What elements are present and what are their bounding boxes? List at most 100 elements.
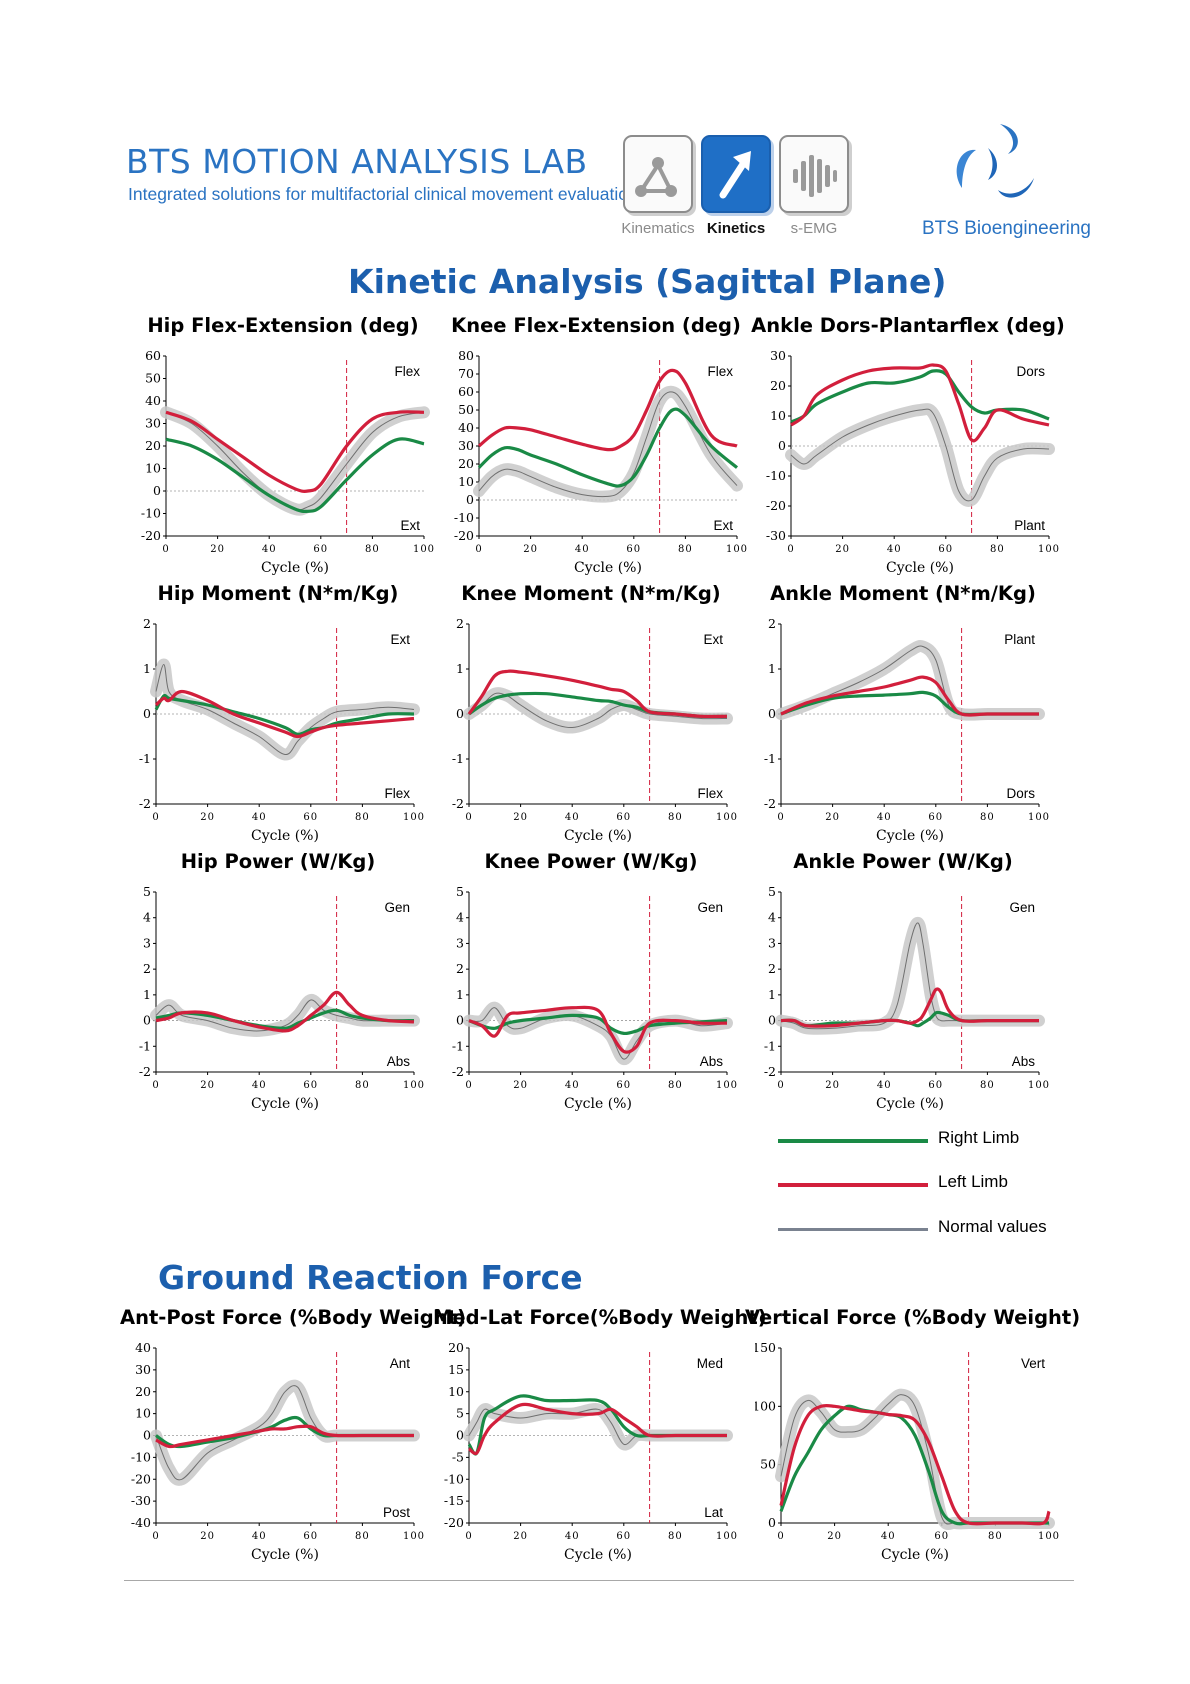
knee-flex-ytick-label: 70 <box>458 366 474 381</box>
hip-moment-left-limb-line <box>154 689 415 739</box>
ankle-flex-chart: -30 -20 -10 0 10 20 30 0 20 40 60 80 100 Cycle (%) Dor… <box>766 348 1059 576</box>
knee-power-xtick-label: 40 <box>565 1080 580 1091</box>
knee-power-xtick-label: 20 <box>513 1080 528 1091</box>
knee-flex-ytick-label: 80 <box>458 348 474 363</box>
ankle-flex-ytick-label: 10 <box>770 408 786 423</box>
knee-flex-ytick-label: -10 <box>454 510 474 525</box>
knee-flex-chart: -20 -10 0 10 20 30 40 50 60 70 80 0 20 40 60 80 100 Cycle… <box>454 348 747 576</box>
knee-moment-xlabel: Cycle (%) <box>564 828 632 844</box>
grf-ml-ytick-label: 0 <box>456 1428 464 1443</box>
grf-ml-chart: -20 -15 -10 -5 0 5 10 15 20 0 20 40 60 80 100 Cycle (%)… <box>444 1340 737 1563</box>
kinetics-arrow-icon <box>719 151 751 199</box>
knee-moment-top-label: Ext <box>703 632 723 647</box>
ankle-flex-ytick-label: 30 <box>770 348 786 363</box>
hip-flex-ytick-label: -20 <box>141 528 161 543</box>
knee-power-left-limb-line <box>468 1005 728 1054</box>
hip-flex-ytick-label: 10 <box>145 461 161 476</box>
ankle-moment-ytick-label: 0 <box>768 706 776 721</box>
hip-power-xtick-label: 20 <box>200 1080 215 1091</box>
ankle-power-ytick-label: 3 <box>768 935 776 950</box>
grf-ap-ytick-label: -30 <box>131 1493 151 1508</box>
grf-ap-xtick-label: 0 <box>152 1531 159 1542</box>
grf-vert-ytick-label: 150 <box>755 1340 776 1355</box>
grf-ml-ytick-label: -10 <box>444 1471 464 1486</box>
grf-ap-ytick-label: 30 <box>135 1362 151 1377</box>
knee-moment-ytick-label: 2 <box>456 616 464 631</box>
emg-tile <box>779 135 849 213</box>
hip-flex-xtick-label: 80 <box>365 544 380 555</box>
grf-ap-title: Ant-Post Force (%Body Weight) <box>120 1306 466 1329</box>
knee-flex-ytick-label: 40 <box>458 420 474 435</box>
knee-power-ytick-label: 2 <box>456 961 464 976</box>
grf-ml-title: Med-Lat Force(%Body Weight) <box>433 1306 767 1329</box>
ankle-flex-ytick-label: -10 <box>766 468 786 483</box>
hip-power-top-label: Gen <box>384 900 410 915</box>
ankle-moment-xtick-label: 80 <box>980 812 995 823</box>
ankle-moment-xtick-label: 0 <box>777 812 784 823</box>
grf-vert-xlabel: Cycle (%) <box>881 1547 949 1563</box>
hip-power-title: Hip Power (W/Kg) <box>180 850 376 873</box>
hip-flex-chart: -20 -10 0 10 20 30 40 50 60 0 20 40 60 80 100 Cycle (%)… <box>141 348 434 576</box>
knee-moment-ytick-label: -2 <box>452 796 464 811</box>
knee-flex-ytick-label: 30 <box>458 438 474 453</box>
grf-ml-ytick-label: 10 <box>448 1384 464 1399</box>
hip-power-ytick-label: 2 <box>143 961 151 976</box>
knee-flex-ytick-label: 60 <box>458 384 474 399</box>
ankle-moment-xlabel: Cycle (%) <box>876 828 944 844</box>
grf-ml-xtick-label: 60 <box>616 1531 631 1542</box>
grf-vert-left-limb-line <box>779 1403 1051 1526</box>
kinematics-label: Kinematics <box>621 220 695 237</box>
ankle-flex-title: Ankle Dors-Plantarflex (deg) <box>751 314 1065 337</box>
ankle-moment-left-limb-line <box>780 675 1039 717</box>
hip-flex-xtick-label: 60 <box>313 544 328 555</box>
legend-label-left: Left Limb <box>938 1172 1008 1191</box>
knee-power-xtick-label: 100 <box>716 1080 738 1091</box>
ankle-flex-xtick-label: 80 <box>990 544 1005 555</box>
knee-power-chart: -2 -1 0 1 2 3 4 5 0 20 40 60 80 100 Cycle (%) Gen Abs <box>452 884 738 1112</box>
grf-ap-ytick-label: 40 <box>135 1340 151 1355</box>
knee-flex-left-limb-line <box>477 368 738 452</box>
ankle-flex-bottom-label: Plant <box>1014 518 1045 533</box>
grf-vert-top-label: Vert <box>1021 1356 1045 1371</box>
ankle-flex-normal-line <box>790 408 1050 502</box>
knee-flex-ytick-label: -20 <box>454 528 474 543</box>
knee-flex-xtick-label: 40 <box>575 544 590 555</box>
ankle-power-ytick-label: 2 <box>768 961 776 976</box>
knee-flex-ytick-label: 0 <box>466 492 474 507</box>
ankle-flex-xtick-label: 60 <box>938 544 953 555</box>
ankle-power-ytick-label: 0 <box>768 1013 776 1028</box>
hip-power-xtick-label: 100 <box>403 1080 425 1091</box>
grf-ml-xtick-label: 20 <box>513 1531 528 1542</box>
knee-power-xtick-label: 80 <box>668 1080 683 1091</box>
kinematics-icon <box>635 157 677 197</box>
hip-flex-normal-line <box>165 411 425 511</box>
ankle-power-bottom-label: Abs <box>1012 1054 1036 1069</box>
ankle-flex-xtick-label: 0 <box>787 544 794 555</box>
hip-moment-xtick-label: 20 <box>200 812 215 823</box>
kinematics-tile <box>623 135 693 213</box>
knee-moment-ytick-label: 0 <box>456 706 464 721</box>
hip-flex-left-limb-line <box>165 410 425 493</box>
legend-swatch-normal <box>778 1228 928 1231</box>
hip-moment-xtick-label: 100 <box>403 812 425 823</box>
grf-ap-xtick-label: 40 <box>252 1531 267 1542</box>
grf-ap-xtick-label: 60 <box>303 1531 318 1542</box>
grf-ap-ytick-label: 20 <box>135 1384 151 1399</box>
legend-swatch-right <box>778 1139 928 1143</box>
knee-power-ytick-label: 3 <box>456 935 464 950</box>
grf-ml-ytick-label: 15 <box>448 1362 464 1377</box>
grf-ap-ytick-label: -40 <box>131 1515 151 1530</box>
ankle-flex-normal-band <box>785 403 1055 507</box>
ankle-moment-ytick-label: -1 <box>764 751 776 766</box>
hip-flex-bottom-label: Ext <box>400 518 420 533</box>
knee-power-ytick-label: 0 <box>456 1013 464 1028</box>
ankle-power-xtick-label: 60 <box>928 1080 943 1091</box>
hip-flex-ytick-label: 20 <box>145 438 161 453</box>
hip-flex-ytick-label: 40 <box>145 393 161 408</box>
knee-flex-top-label: Flex <box>707 364 733 379</box>
emg-label: s-EMG <box>790 220 838 237</box>
ankle-flex-xtick-label: 40 <box>887 544 902 555</box>
ankle-moment-top-label: Plant <box>1004 632 1035 647</box>
